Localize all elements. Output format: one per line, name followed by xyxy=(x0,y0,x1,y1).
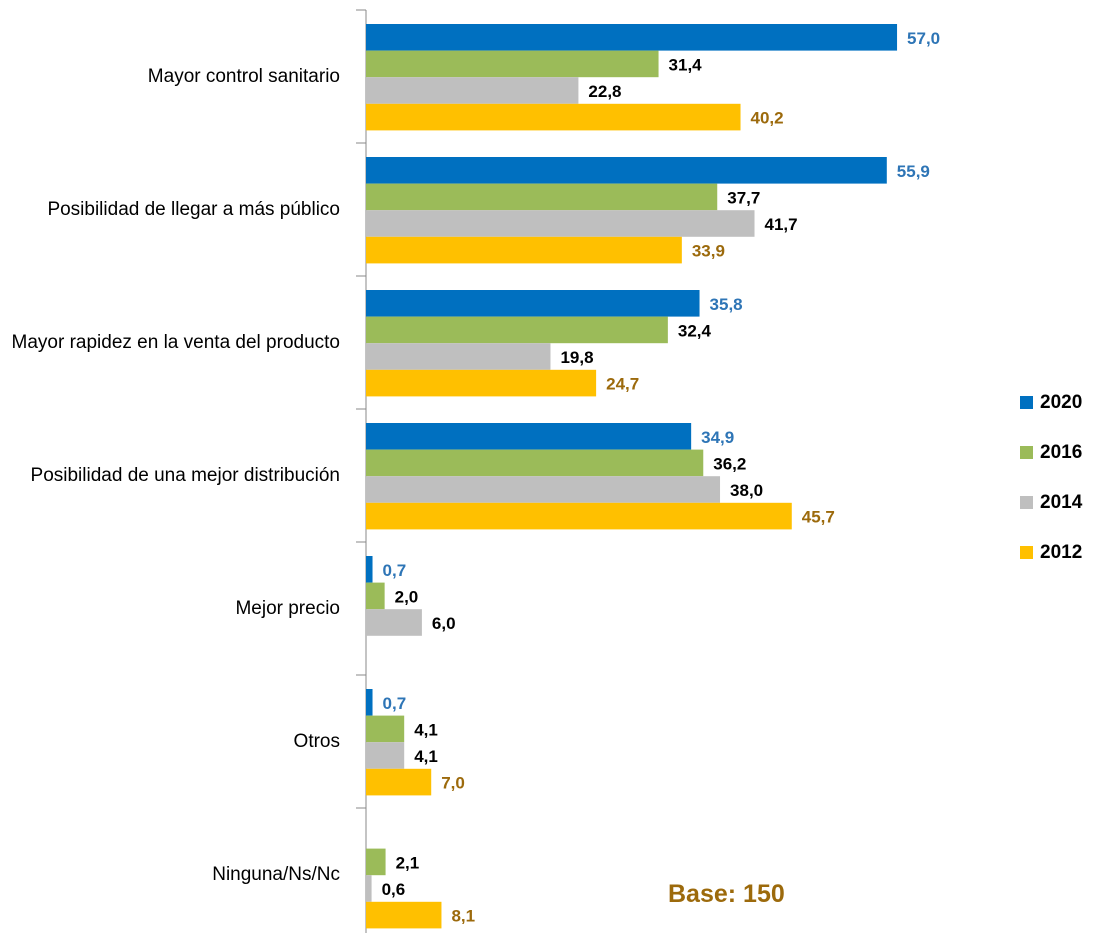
legend-swatch xyxy=(1020,496,1033,509)
category-text: Posibilidad de llegar a más público xyxy=(47,199,340,221)
bar xyxy=(366,423,692,450)
bar xyxy=(366,50,659,78)
bar xyxy=(366,236,682,264)
bar xyxy=(366,768,432,796)
bar xyxy=(366,742,405,769)
value-label: 2,1 xyxy=(396,853,420,872)
legend-label: 2012 xyxy=(1040,542,1082,563)
bar xyxy=(366,343,551,370)
category-label: Mejor precio xyxy=(10,594,340,624)
value-label: 45,7 xyxy=(802,508,835,527)
bar xyxy=(366,609,422,636)
category-text: Otros xyxy=(293,731,340,753)
value-label: 33,9 xyxy=(692,242,725,261)
bar xyxy=(366,316,668,344)
value-label: 4,1 xyxy=(414,720,438,739)
bar xyxy=(366,369,597,397)
bar xyxy=(366,689,373,716)
value-label: 8,1 xyxy=(451,907,475,926)
bar xyxy=(366,582,385,610)
category-text: Mejor precio xyxy=(235,598,340,620)
category-label: Mayor control sanitario xyxy=(10,62,340,92)
value-label: 36,2 xyxy=(713,454,746,473)
bar xyxy=(366,848,386,876)
bar xyxy=(366,875,372,902)
bar xyxy=(366,449,704,477)
value-label: 40,2 xyxy=(751,109,784,128)
value-label: 22,8 xyxy=(588,82,621,101)
bar xyxy=(366,183,718,211)
category-label: Posibilidad de llegar a más público xyxy=(10,195,340,225)
bar xyxy=(366,103,741,131)
value-label: 2,0 xyxy=(395,587,419,606)
value-label: 34,9 xyxy=(701,428,734,447)
bar xyxy=(366,502,792,530)
bar xyxy=(366,210,755,237)
value-label: 0,7 xyxy=(383,694,407,713)
bar xyxy=(366,77,579,104)
bar xyxy=(366,476,721,503)
annotation: Base: 150 xyxy=(668,880,785,908)
value-label: 32,4 xyxy=(678,321,712,340)
category-text: Mayor rapidez en la venta del producto xyxy=(11,332,340,354)
value-label: 57,0 xyxy=(907,29,940,48)
value-label: 31,4 xyxy=(669,55,703,74)
value-label: 37,7 xyxy=(727,188,760,207)
value-label: 7,0 xyxy=(441,774,465,793)
legend-label: 2014 xyxy=(1040,492,1083,513)
value-label: 19,8 xyxy=(560,348,593,367)
value-label: 4,1 xyxy=(414,747,438,766)
legend-label: 2016 xyxy=(1040,442,1082,463)
legend-label: 2020 xyxy=(1040,392,1082,413)
category-text: Mayor control sanitario xyxy=(147,66,340,88)
category-label: Posibilidad de una mejor distribución xyxy=(10,461,340,491)
value-label: 35,8 xyxy=(710,295,743,314)
value-label: 0,6 xyxy=(382,880,406,899)
legend-swatch xyxy=(1020,446,1033,459)
bar xyxy=(366,24,898,51)
legend-swatch xyxy=(1020,546,1033,559)
value-label: 38,0 xyxy=(730,481,763,500)
value-label: 41,7 xyxy=(765,215,798,234)
category-text: Ninguna/Ns/Nc xyxy=(212,864,340,886)
category-label: Otros xyxy=(10,727,340,757)
category-text: Posibilidad de una mejor distribución xyxy=(30,465,340,487)
value-label: 0,7 xyxy=(383,561,407,580)
category-label: Ninguna/Ns/Nc xyxy=(10,860,340,890)
category-label: Mayor rapidez en la venta del producto xyxy=(10,328,340,358)
value-label: 24,7 xyxy=(606,375,639,394)
bar xyxy=(366,290,700,317)
legend-swatch xyxy=(1020,396,1033,409)
value-label: 55,9 xyxy=(897,162,930,181)
bar xyxy=(366,901,442,929)
bar xyxy=(366,157,887,184)
bar xyxy=(366,556,373,583)
bar xyxy=(366,715,405,743)
value-label: 6,0 xyxy=(432,614,456,633)
